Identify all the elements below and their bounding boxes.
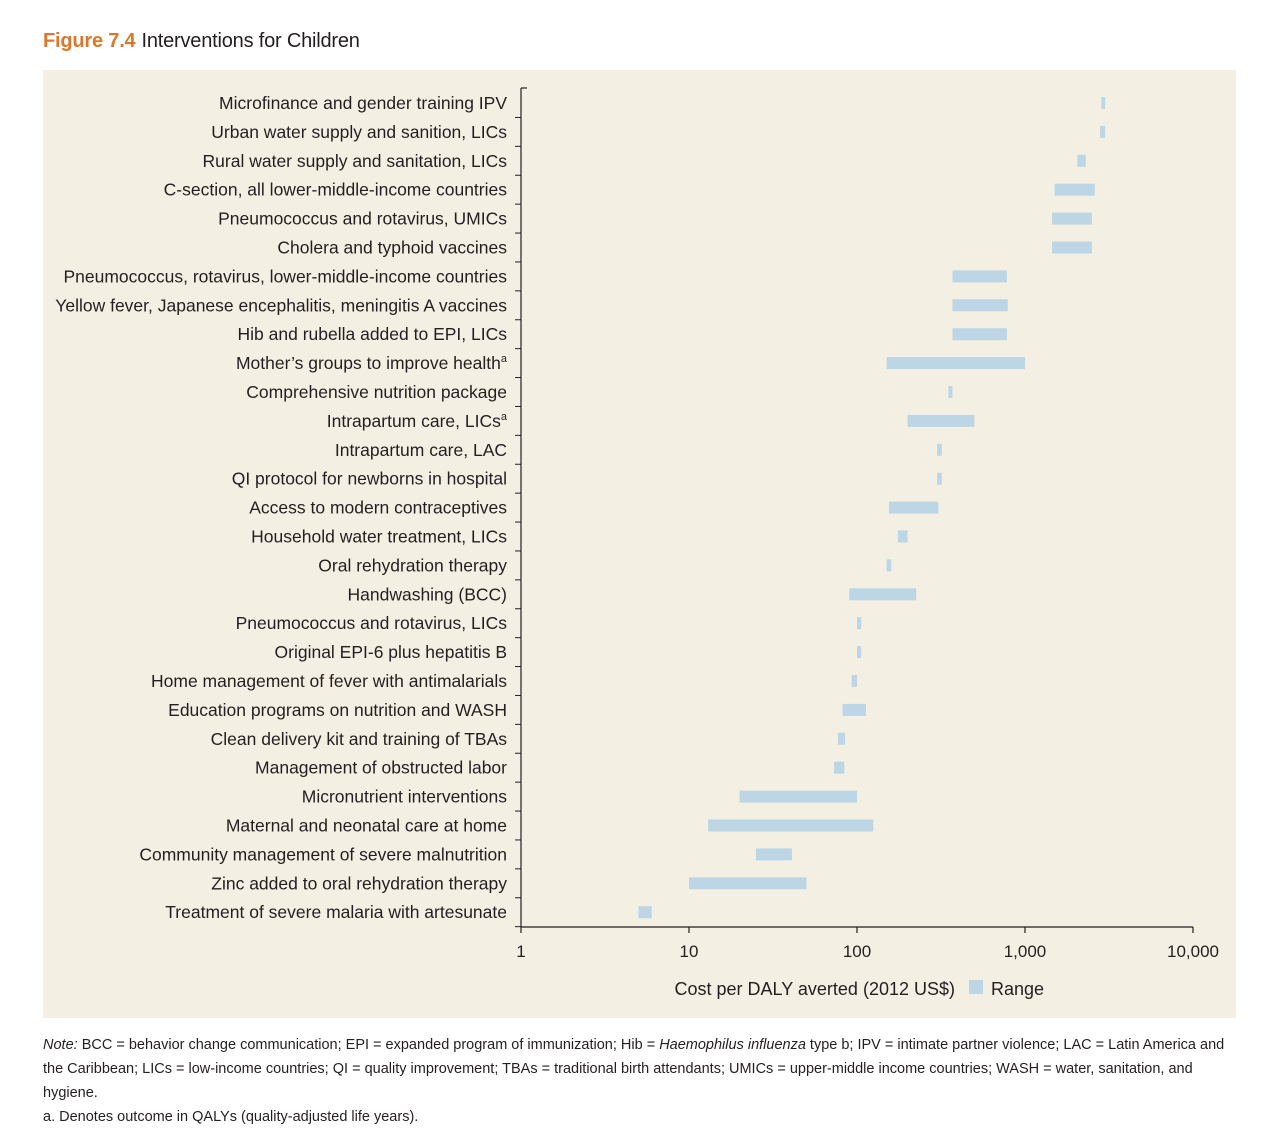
category-label: QI protocol for newborns in hospital (232, 469, 507, 489)
footnote-marker: a (501, 353, 508, 365)
category-label: Handwashing (BCC) (347, 584, 507, 604)
figure-notes: Note: BCC = behavior change communicatio… (43, 1033, 1233, 1129)
category-label: Micronutrient interventions (302, 787, 507, 807)
note-paragraph: Note: BCC = behavior change communicatio… (43, 1033, 1233, 1105)
figure-title-text: Interventions for Children (141, 30, 360, 52)
range-bar (837, 732, 846, 745)
category-label: Access to modern contraceptives (249, 498, 507, 518)
x-tick-label: 10 (680, 942, 699, 961)
category-label: Intrapartum care, LICsa (327, 411, 508, 431)
category-label: Pneumococcus, rotavirus, lower-middle-in… (63, 266, 507, 286)
x-axis-label: Cost per DALY averted (2012 US$) (675, 979, 955, 999)
range-bar (952, 328, 1007, 341)
category-label: Urban water supply and sanition, LICs (211, 122, 507, 142)
category-label: Clean delivery kit and training of TBAs (211, 729, 508, 749)
category-label: Household water treatment, LICs (251, 527, 507, 547)
range-bar (1052, 212, 1092, 225)
category-label: Zinc added to oral rehydration therapy (211, 873, 507, 893)
category-label: Education programs on nutrition and WASH (168, 700, 507, 720)
category-labels: Microfinance and gender training IPV Urba… (55, 93, 508, 922)
footnote: a. Denotes outcome in QALYs (quality-adj… (43, 1109, 419, 1125)
category-label: Pneumococcus and rotavirus, LICs (236, 613, 508, 633)
axes: 1 10 100 1,000 10,000 (515, 87, 1219, 961)
range-bar (952, 299, 1008, 312)
range-bar (886, 357, 1025, 370)
range-bar (888, 501, 939, 514)
range-bar (886, 559, 892, 572)
legend-label: Range (991, 979, 1044, 999)
range-bar (937, 472, 942, 485)
x-tick-label: 100 (843, 942, 871, 961)
category-label: Intrapartum care, LAC (335, 440, 507, 460)
category-label: Hib and rubella added to EPI, LICs (238, 324, 508, 344)
range-bar (948, 386, 953, 398)
range-bar (952, 270, 1007, 283)
figure-number: Figure 7.4 (43, 30, 136, 52)
range-bar-chart: Microfinance and gender training IPV Urba… (55, 87, 1219, 999)
note-text-1: BCC = behavior change communication; EPI… (77, 1037, 660, 1053)
category-label: Community management of severe malnutrit… (139, 844, 507, 864)
range-bar (937, 443, 942, 456)
note-lead: Note: (43, 1037, 78, 1053)
range-bar (1054, 183, 1095, 196)
range-bar (1052, 241, 1092, 254)
legend: Cost per DALY averted (2012 US$) Range (675, 979, 1045, 999)
note-text-2: type b; IPV = intimate partner violence;… (43, 1037, 1225, 1101)
range-bar (755, 848, 792, 861)
category-label: Maternal and neonatal care at home (226, 816, 507, 836)
range-bar (689, 877, 807, 890)
range-bar (739, 790, 857, 803)
footnote-marker: a (501, 411, 508, 423)
range-bar (834, 761, 845, 774)
note-text-italic: Haemophilus influenza (659, 1037, 806, 1053)
category-label: Yellow fever, Japanese encephalitis, men… (55, 295, 507, 315)
range-bar (849, 588, 917, 601)
category-label: Pneumococcus and rotavirus, UMICs (218, 209, 507, 229)
category-label: Cholera and typhoid vaccines (277, 238, 507, 258)
range-bar (907, 414, 975, 427)
range-bar (1077, 154, 1086, 167)
range-bar (842, 703, 866, 716)
category-label: C-section, all lower-middle-income count… (164, 180, 508, 200)
range-bar (851, 675, 857, 687)
x-tick-label: 1 (516, 942, 525, 961)
chart-panel: Microfinance and gender training IPV Urba… (43, 70, 1236, 1018)
category-label: Mother’s groups to improve healtha (236, 353, 508, 373)
category-label: Original EPI-6 plus hepatitis B (275, 642, 507, 662)
range-bar (708, 819, 874, 832)
figure-title: Figure 7.4 Interventions for Children (43, 30, 360, 53)
category-label: Oral rehydration therapy (318, 555, 507, 575)
category-label: Microfinance and gender training IPV (219, 93, 507, 113)
range-bar (1100, 125, 1106, 138)
category-label: Management of obstructed labor (255, 758, 507, 778)
range-bar (857, 646, 862, 659)
category-label: Home management of fever with antimalari… (151, 671, 507, 691)
range-bar (897, 530, 908, 543)
x-tick-label: 10,000 (1167, 942, 1219, 961)
range-bar (1101, 97, 1106, 109)
range-bar (638, 906, 652, 919)
legend-swatch (969, 980, 983, 994)
category-label: Rural water supply and sanitation, LICs (203, 151, 508, 171)
range-bars (638, 97, 1106, 919)
range-bar (857, 617, 862, 630)
x-tick-label: 1,000 (1004, 942, 1047, 961)
category-label: Comprehensive nutrition package (246, 382, 507, 402)
category-label: Treatment of severe malaria with artesun… (165, 902, 507, 922)
